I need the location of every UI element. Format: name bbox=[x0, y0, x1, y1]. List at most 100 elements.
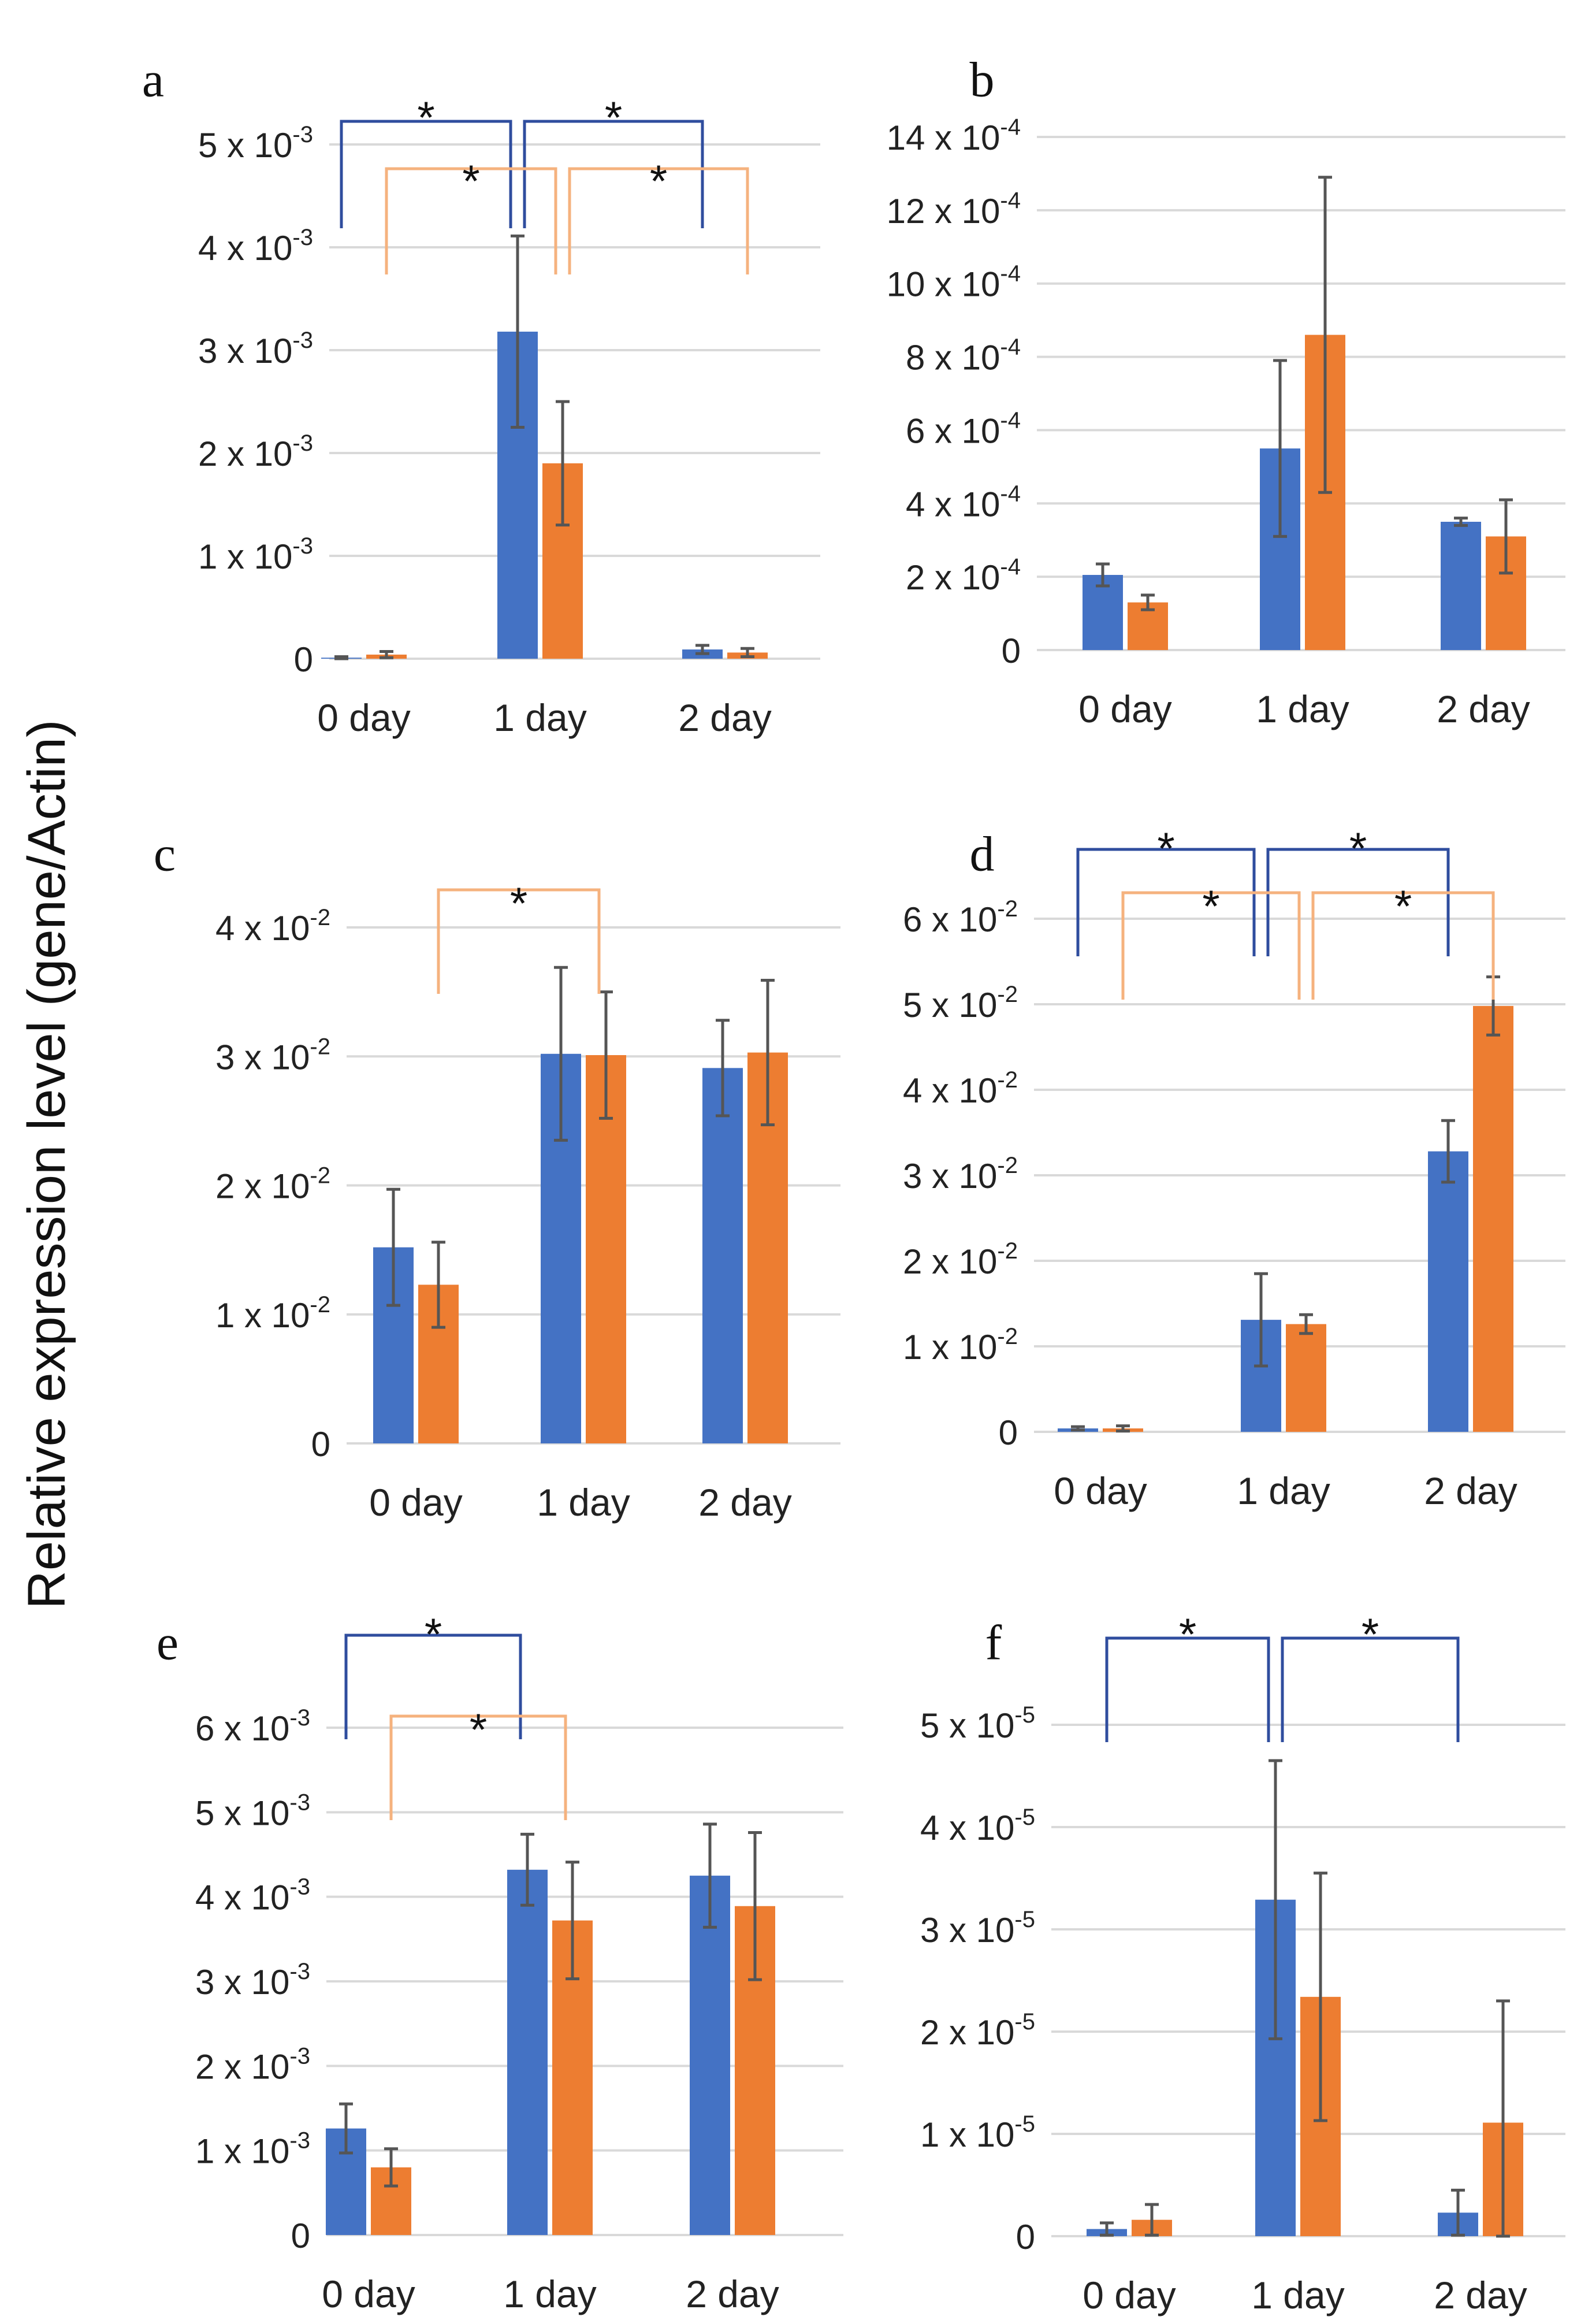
significance-star: * bbox=[650, 155, 667, 206]
y-tick-exponent: -2 bbox=[310, 1163, 330, 1189]
y-tick-label: 3 x 10-3 bbox=[198, 328, 313, 370]
x-tick-label: 1 day bbox=[503, 2273, 596, 2315]
y-tick-label: 0 bbox=[291, 2217, 310, 2255]
y-tick-mantissa: 1 x 10 bbox=[903, 1328, 997, 1367]
x-tick-label: 2 day bbox=[686, 2273, 779, 2315]
y-tick-label: 6 x 10-4 bbox=[906, 407, 1021, 450]
y-tick-label: 2 x 10-5 bbox=[920, 2009, 1035, 2052]
x-tick-label: 1 day bbox=[1251, 2274, 1344, 2316]
y-tick-mantissa: 5 x 10 bbox=[198, 126, 292, 165]
panel-letter-e: e bbox=[157, 1615, 178, 1670]
y-tick-mantissa: 0 bbox=[1002, 632, 1021, 670]
y-tick-exponent: -3 bbox=[289, 1874, 310, 1900]
y-tick-mantissa: 4 x 10 bbox=[903, 1071, 997, 1110]
y-tick-mantissa: 1 x 10 bbox=[198, 537, 292, 576]
y-tick-label: 8 x 10-4 bbox=[906, 335, 1021, 377]
panels: a01 x 10-32 x 10-33 x 10-34 x 10-35 x 10… bbox=[142, 52, 1565, 2316]
significance-star: * bbox=[1179, 1609, 1196, 1660]
x-tick-label: 0 day bbox=[1083, 2274, 1176, 2316]
panel-letter-c: c bbox=[154, 826, 176, 882]
x-tick-label: 1 day bbox=[1256, 688, 1349, 730]
y-tick-exponent: -2 bbox=[997, 1324, 1018, 1349]
bar-blue-2 bbox=[1441, 522, 1481, 650]
y-tick-label: 0 bbox=[311, 1425, 330, 1464]
y-tick-exponent: -2 bbox=[997, 896, 1018, 922]
chart-panel-e: e01 x 10-32 x 10-33 x 10-34 x 10-35 x 10… bbox=[157, 1609, 843, 2315]
y-tick-mantissa: 3 x 10 bbox=[903, 1157, 997, 1196]
chart-panel-b: b02 x 10-44 x 10-46 x 10-48 x 10-410 x 1… bbox=[887, 52, 1565, 730]
significance-star: * bbox=[605, 92, 622, 143]
y-tick-mantissa: 0 bbox=[999, 1413, 1018, 1452]
significance-bracket-blue bbox=[1266, 848, 1450, 956]
y-tick-label: 2 x 10-2 bbox=[903, 1238, 1018, 1281]
y-tick-mantissa: 0 bbox=[291, 2217, 310, 2255]
panel-letter-b: b bbox=[970, 52, 995, 107]
y-tick-label: 0 bbox=[999, 1413, 1018, 1452]
y-tick-label: 1 x 10-2 bbox=[903, 1324, 1018, 1367]
y-tick-mantissa: 4 x 10 bbox=[920, 1809, 1014, 1847]
y-tick-label: 4 x 10-2 bbox=[215, 905, 330, 948]
x-tick-label: 2 day bbox=[698, 1481, 791, 1524]
y-tick-exponent: -4 bbox=[1000, 114, 1021, 140]
y-tick-exponent: -5 bbox=[1014, 2111, 1035, 2137]
y-tick-mantissa: 3 x 10 bbox=[198, 332, 292, 370]
y-tick-label: 3 x 10-2 bbox=[215, 1034, 330, 1076]
y-tick-label: 6 x 10-3 bbox=[195, 1705, 310, 1748]
x-tick-label: 2 day bbox=[1437, 688, 1530, 730]
chart-panel-d: d01 x 10-22 x 10-23 x 10-24 x 10-25 x 10… bbox=[903, 823, 1565, 1512]
y-tick-label: 4 x 10-2 bbox=[903, 1067, 1018, 1110]
y-tick-exponent: -4 bbox=[1000, 481, 1021, 506]
significance-star: * bbox=[1362, 1609, 1379, 1660]
y-tick-exponent: -5 bbox=[1014, 2009, 1035, 2035]
bar-orange-2 bbox=[1473, 1005, 1513, 1432]
y-tick-exponent: -3 bbox=[292, 122, 313, 147]
y-tick-exponent: -3 bbox=[289, 1790, 310, 1815]
significance-star: * bbox=[510, 878, 527, 929]
y-tick-exponent: -4 bbox=[1000, 407, 1021, 433]
bar-blue-2 bbox=[690, 1876, 730, 2235]
y-tick-exponent: -5 bbox=[1014, 1805, 1035, 1830]
y-tick-exponent: -3 bbox=[292, 430, 313, 456]
y-tick-label: 2 x 10-3 bbox=[198, 430, 313, 473]
x-tick-label: 1 day bbox=[1237, 1469, 1330, 1512]
y-tick-exponent: -4 bbox=[1000, 261, 1021, 287]
significance-bracket-orange bbox=[437, 888, 601, 994]
x-tick-label: 0 day bbox=[1078, 688, 1171, 730]
significance-bracket-blue bbox=[1076, 848, 1256, 956]
y-tick-label: 5 x 10-2 bbox=[903, 982, 1018, 1024]
bar-blue-0 bbox=[1083, 574, 1123, 650]
y-tick-label: 0 bbox=[1002, 632, 1021, 670]
y-tick-mantissa: 4 x 10 bbox=[195, 1878, 289, 1917]
y-tick-label: 3 x 10-2 bbox=[903, 1153, 1018, 1196]
y-tick-mantissa: 1 x 10 bbox=[920, 2115, 1014, 2154]
significance-star: * bbox=[470, 1704, 487, 1755]
x-tick-label: 2 day bbox=[1434, 2274, 1527, 2316]
y-tick-mantissa: 3 x 10 bbox=[215, 1038, 310, 1076]
y-tick-label: 1 x 10-3 bbox=[198, 533, 313, 576]
significance-bracket-blue bbox=[344, 1634, 522, 1739]
significance-bracket-orange bbox=[389, 1714, 567, 1820]
x-tick-label: 0 day bbox=[317, 696, 410, 739]
x-tick-label: 2 day bbox=[678, 696, 771, 739]
y-tick-exponent: -4 bbox=[1000, 188, 1021, 213]
y-tick-mantissa: 2 x 10 bbox=[215, 1167, 310, 1206]
y-tick-mantissa: 1 x 10 bbox=[195, 2132, 289, 2171]
y-tick-exponent: -2 bbox=[997, 1153, 1018, 1178]
y-tick-label: 3 x 10-5 bbox=[920, 1907, 1035, 1950]
y-tick-label: 2 x 10-3 bbox=[195, 2043, 310, 2086]
y-tick-label: 6 x 10-2 bbox=[903, 896, 1018, 939]
x-tick-label: 2 day bbox=[1424, 1469, 1517, 1512]
y-tick-label: 4 x 10-3 bbox=[198, 225, 313, 268]
significance-bracket-blue bbox=[1281, 1636, 1460, 1742]
y-tick-exponent: -2 bbox=[997, 1238, 1018, 1264]
significance-bracket-orange bbox=[385, 167, 557, 274]
y-tick-mantissa: 12 x 10 bbox=[887, 192, 1000, 231]
y-tick-exponent: -4 bbox=[1000, 335, 1021, 360]
y-tick-label: 2 x 10-4 bbox=[906, 554, 1021, 597]
y-tick-label: 4 x 10-3 bbox=[195, 1874, 310, 1917]
y-tick-mantissa: 2 x 10 bbox=[903, 1242, 997, 1281]
y-tick-label: 14 x 10-4 bbox=[887, 114, 1021, 157]
bar-orange-1 bbox=[586, 1055, 626, 1443]
significance-bracket-orange bbox=[1121, 891, 1301, 1000]
panel-letter-d: d bbox=[970, 826, 995, 882]
